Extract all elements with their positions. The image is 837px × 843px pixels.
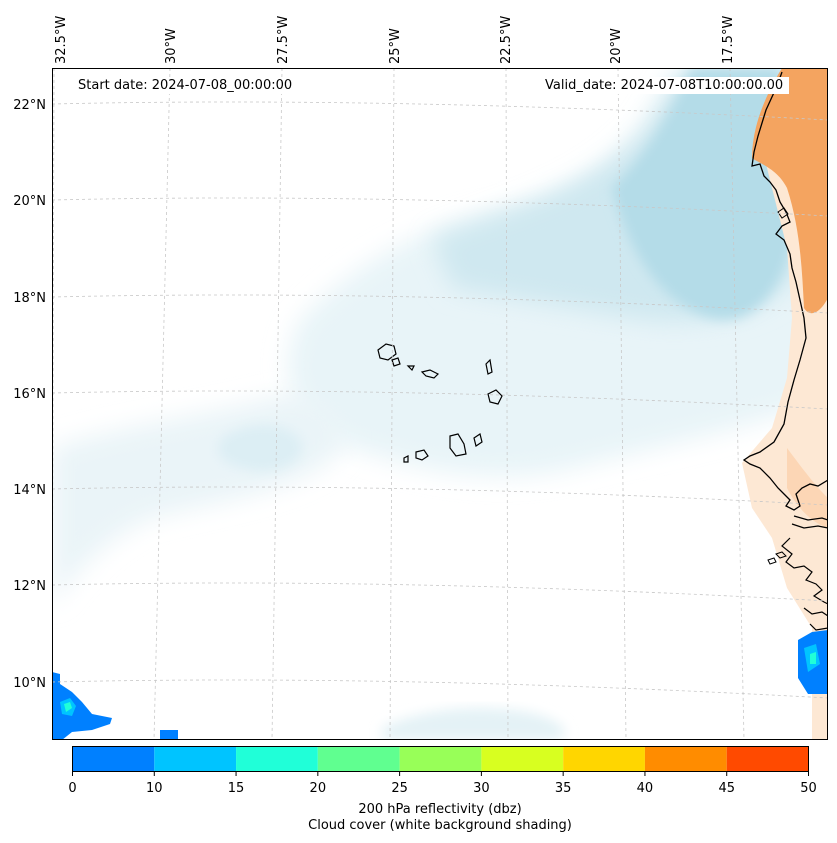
colorbar-segment-0 [72,746,155,772]
island-maio [473,433,483,447]
lat-label-12n: 12°N [13,579,46,594]
lon-label-30w: 30°W [164,28,179,64]
colorbar-tick-label-30: 30 [473,781,490,796]
bijagos-islands [767,551,787,565]
reflectivity-southeast-peak [810,652,816,664]
parallel-22n [52,101,828,121]
colorbar-tick-label-45: 45 [718,781,735,796]
lon-label-22-5w: 22.5°W [499,15,514,64]
lat-label-22n: 22°N [13,98,46,113]
island-santiago [449,433,467,457]
parallel-16n [52,390,828,410]
reflectivity-south-small [160,730,178,740]
colorbar-tick-label-20: 20 [309,781,327,796]
island-fogo [415,449,429,461]
meridian-20w [617,68,627,740]
reflectivity-southwest [52,672,112,740]
lon-label-25w: 25°W [388,28,403,64]
meridian-30w [153,68,171,740]
colorbar-tick-label-0: 0 [68,781,77,796]
colorbar-label-reflectivity: 200 hPa reflectivity (dbz) [358,802,522,817]
island-sao-nicolau [420,369,440,379]
parallel-14n [52,486,828,506]
land-orange-area [752,68,828,314]
cloud-cover-shading [52,68,828,740]
coastline-guinea [781,537,828,605]
colorbar-segment-7 [644,746,727,772]
coastline-gambia [791,515,828,529]
coastline-sierra-leone [803,607,828,631]
meridian-17-5w [729,68,745,740]
colorbar [72,746,809,776]
colorbar-frame [72,746,809,772]
lon-label-20w: 20°W [609,28,624,64]
colorbar-segment-2 [236,746,318,772]
colorbar-tick-label-25: 25 [391,781,408,796]
colorbar-segment-6 [563,746,645,772]
map-frame [52,68,828,740]
meridian-22-5w [505,68,509,740]
colorbar-segment-4 [399,746,482,772]
colorbar-segment-1 [154,746,237,772]
parallel-10n [52,679,828,699]
colorbar-label-cloud: Cloud cover (white background shading) [308,818,572,833]
coastline [742,71,828,511]
colorbar-tick-label-50: 50 [800,781,817,796]
island-sal [485,358,493,375]
cape-verde-shore-islet-1 [777,207,789,219]
lon-label-17-5w: 17.5°W [721,15,736,64]
colorbar-tick-label-10: 10 [145,781,163,796]
meridian-25w [389,68,395,740]
island-brava [403,455,409,463]
parallel-18n [52,294,828,314]
island-boa-vista [487,389,503,405]
land-orange-lower [787,448,828,528]
valid-date-label: Valid_date: 2024-07-08T10:00:00.00 [539,77,790,94]
colorbar-segment-3 [317,746,400,772]
lat-label-16n: 16°N [13,387,46,402]
parallel-20n [52,197,828,217]
reflectivity-southwest-peak [64,702,72,712]
lat-label-18n: 18°N [13,291,46,306]
colorbar-segment-8 [726,746,809,772]
cloud-patch-central [218,425,303,472]
start-date-label: Start date: 2024-07-08_00:00:00 [72,77,299,94]
island-sao-vicente [391,357,401,367]
colorbar-tick-label-40: 40 [636,781,654,796]
lat-label-20n: 20°N [13,194,46,209]
lat-label-10n: 10°N [13,676,46,691]
lon-label-27-5w: 27.5°W [276,15,291,64]
meridian-27-5w [271,68,283,740]
island-santa-luzia [406,365,415,372]
colorbar-segment-5 [481,746,564,772]
map-panel[interactable] [52,68,828,740]
lon-label-32-5w: 32.5°W [54,15,69,64]
island-santo-antao [377,343,397,361]
cloud-patch-south [382,708,566,740]
cape-verde-islands [377,343,503,463]
africa-landmass [742,68,828,740]
lat-label-14n: 14°N [13,483,46,498]
parallel-12n [52,582,828,602]
reflectivity-patches [52,630,828,740]
colorbar-tick-label-35: 35 [554,781,572,796]
cloud-band-north-dense [612,68,797,320]
colorbar-tick-label-15: 15 [227,781,245,796]
